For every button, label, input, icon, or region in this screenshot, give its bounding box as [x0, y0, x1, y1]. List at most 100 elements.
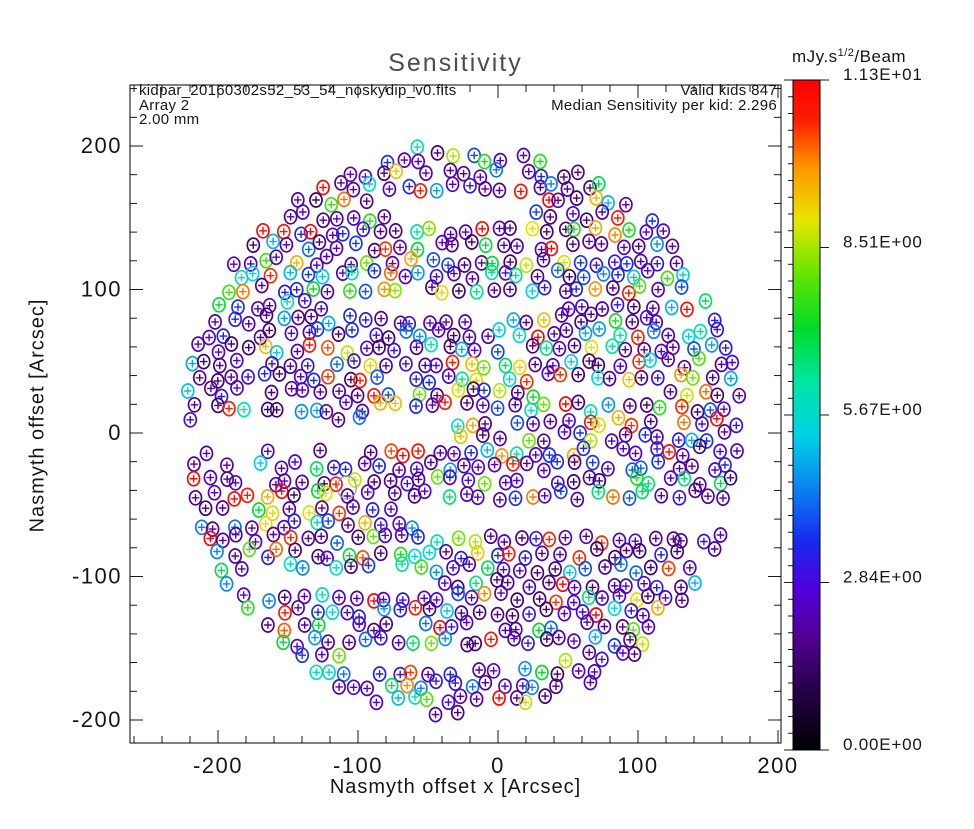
kid-marker	[276, 223, 291, 240]
kid-marker	[240, 599, 255, 616]
kid-marker	[220, 457, 234, 474]
kid-marker	[453, 688, 468, 705]
kid-marker	[387, 342, 401, 359]
kid-marker	[631, 329, 645, 346]
kid-marker	[269, 401, 284, 418]
kid-marker	[595, 590, 609, 606]
kid-marker	[332, 679, 346, 695]
kid-marker	[654, 487, 669, 504]
kid-marker	[597, 618, 612, 635]
kid-marker	[470, 489, 485, 506]
kid-marker	[501, 545, 516, 562]
kid-marker	[302, 505, 317, 521]
x-tick-label: -200	[193, 753, 243, 778]
kid-marker	[331, 411, 346, 428]
kid-marker	[459, 614, 474, 631]
kid-marker	[337, 191, 351, 208]
kid-marker	[542, 574, 556, 591]
kid-marker	[450, 418, 465, 435]
kid-marker	[525, 220, 540, 237]
kid-marker	[342, 547, 357, 564]
kid-marker	[567, 633, 581, 649]
kid-marker	[622, 490, 637, 506]
kid-marker	[560, 181, 575, 197]
kid-marker	[454, 550, 468, 567]
kid-marker	[379, 357, 393, 374]
kid-marker	[451, 382, 466, 398]
kid-marker	[616, 645, 630, 661]
kid-marker	[549, 678, 563, 695]
kid-marker	[372, 666, 387, 682]
kid-marker	[397, 152, 412, 168]
kid-marker	[438, 394, 452, 411]
kid-marker	[277, 589, 292, 606]
colorbar-tick-label: 2.84E+00	[843, 568, 923, 587]
kid-marker	[277, 310, 292, 327]
kid-marker	[319, 403, 334, 420]
kid-marker	[358, 283, 373, 300]
kid-marker	[534, 241, 549, 258]
kid-marker	[481, 328, 495, 345]
kid-marker	[552, 340, 567, 357]
kid-marker	[313, 442, 327, 459]
kid-marker	[329, 476, 343, 493]
kid-marker	[277, 622, 292, 639]
kid-marker	[573, 254, 588, 271]
kid-marker	[649, 579, 664, 596]
kid-marker	[320, 550, 334, 567]
kid-marker	[579, 212, 594, 229]
kid-marker	[310, 514, 325, 531]
kid-marker	[411, 471, 426, 488]
kid-marker	[619, 542, 634, 559]
kid-marker	[672, 489, 687, 506]
kid-marker	[717, 424, 732, 440]
kid-marker	[604, 433, 619, 449]
kid-marker	[645, 213, 660, 229]
kid-marker	[315, 268, 330, 285]
kid-marker	[519, 314, 534, 331]
kid-marker	[185, 355, 200, 372]
kid-marker	[347, 353, 361, 369]
kid-marker	[241, 315, 256, 332]
kid-marker	[528, 447, 543, 463]
kid-marker	[295, 647, 310, 664]
kid-marker	[521, 163, 536, 180]
kid-marker	[572, 550, 587, 566]
kid-marker	[430, 469, 445, 485]
y-tick-label: -100	[72, 564, 122, 589]
kid-marker	[643, 352, 657, 368]
kid-marker	[496, 561, 511, 578]
kid-marker	[276, 634, 291, 651]
kid-marker	[346, 210, 361, 226]
kid-marker	[716, 490, 730, 506]
kid-marker	[583, 433, 598, 449]
kid-marker	[518, 694, 533, 711]
kid-marker	[707, 541, 722, 557]
kid-marker	[503, 281, 517, 298]
kid-marker	[685, 369, 700, 386]
kid-marker	[698, 293, 713, 309]
kid-marker	[465, 270, 480, 287]
kid-marker	[650, 370, 665, 386]
kid-marker	[315, 646, 329, 663]
kid-marker	[713, 443, 727, 460]
kid-marker	[464, 444, 478, 461]
kid-marker	[409, 398, 423, 414]
kid-marker	[370, 369, 384, 385]
kid-marker	[626, 622, 641, 638]
kid-marker	[391, 690, 406, 706]
kid-marker	[428, 706, 443, 723]
kid-marker	[319, 248, 334, 265]
kid-marker	[231, 299, 245, 315]
kid-marker	[313, 384, 328, 400]
kid-marker	[332, 647, 346, 664]
kid-marker	[409, 371, 424, 387]
kid-marker	[502, 371, 517, 388]
kid-marker	[344, 558, 358, 575]
kid-marker	[399, 355, 413, 372]
kid-marker	[732, 387, 747, 404]
kid-marker	[461, 472, 476, 489]
kid-marker	[589, 607, 603, 623]
kid-marker	[234, 561, 249, 577]
kid-marker	[537, 487, 552, 504]
